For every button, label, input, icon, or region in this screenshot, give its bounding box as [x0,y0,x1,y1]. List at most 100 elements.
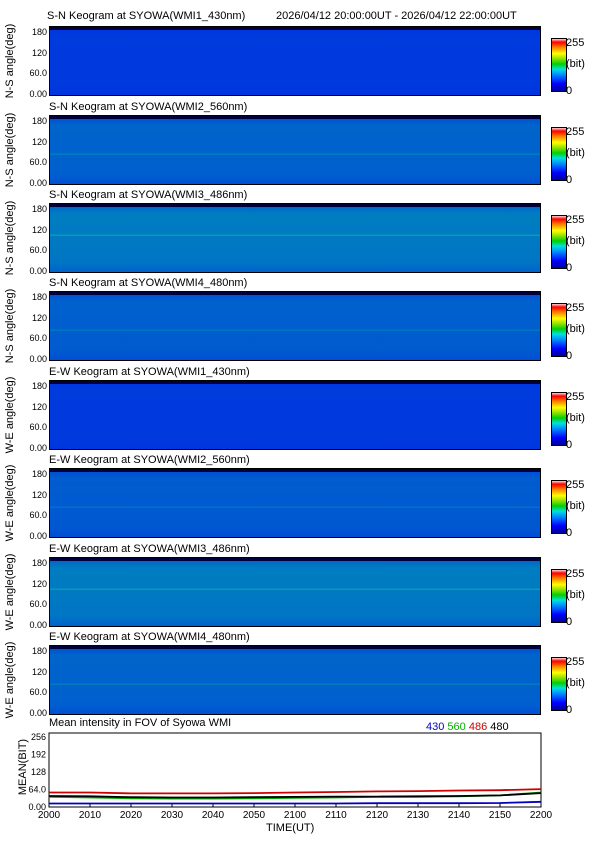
colorbar-max-label: 255 [566,568,585,580]
keogram-panel-5 [49,468,541,538]
keogram-panel-3 [49,291,541,361]
keogram-edge-band [49,645,541,649]
keogram-ytick: 120 [31,136,47,147]
keogram-image [49,291,541,361]
keogram-ytick: 180 [31,27,47,37]
keogram-ytick: 0.00 [29,443,47,453]
keogram-ytick: 180 [31,204,47,214]
keogram-ytick: 180 [31,381,47,391]
keogram-ytick: 120 [31,666,47,677]
keogram-image [49,645,541,715]
colorbar [551,480,567,534]
mean-xtick: 2050 [243,810,266,821]
keogram-frame [49,291,541,361]
colorbar-min-label: 0 [566,616,573,628]
keogram-ytick: 180 [31,292,47,302]
keogram-streak [49,683,541,685]
colorbar [551,303,567,357]
keogram-image [49,203,541,273]
keogram-title-7: E-W Keogram at SYOWA(WMI4_480nm) [49,631,250,643]
series-line-486 [49,788,542,795]
keogram-streak [49,153,541,155]
colorbar-max-label: 255 [566,37,585,49]
legend-480: 480 [490,721,509,733]
colorbar [551,657,567,711]
keogram-ytick: 0.00 [29,708,47,718]
mean-xtick: 2020 [120,810,143,821]
keogram-ytick: 120 [31,312,47,323]
keogram-frame [49,26,541,96]
keogram-panel-6 [49,557,541,627]
mean-chart-frame [48,732,542,808]
keogram-title-4: E-W Keogram at SYOWA(WMI1_430nm) [49,366,250,378]
colorbar [551,215,567,269]
time-range: 2026/04/12 20:00:00UT - 2026/04/12 22:00… [276,10,517,22]
series-line-560 [48,791,542,800]
mean-ytick: 128 [31,767,46,777]
legend-430: 430 [426,721,445,733]
keogram-ytick: 0.00 [29,178,47,188]
colorbar-unit-label: (bit) [566,500,585,512]
keogram-panel-1 [49,115,541,185]
colorbar-unit-label: (bit) [566,323,585,335]
keogram-ylabel: N-S angle(deg) [4,288,16,364]
keogram-ytick: 60.0 [29,687,47,698]
keogram-panel-2 [49,203,541,273]
keogram-frame [49,468,541,538]
keogram-streak [49,329,541,331]
keogram-ytick: 120 [31,401,47,412]
keogram-ylabel: N-S angle(deg) [4,112,16,188]
keogram-panel-4 [49,380,541,450]
mean-ytick: 0.00 [28,802,46,812]
keogram-ytick: 0.00 [29,620,47,630]
keogram-image [49,115,541,185]
keogram-panel-7 [49,645,541,715]
keogram-ytick: 60.0 [29,510,47,521]
colorbar-max-label: 255 [566,126,585,138]
mean-xlabel: TIME(UT) [266,822,315,834]
colorbar-max-label: 255 [566,656,585,668]
keogram-ytick: 0.00 [29,531,47,541]
colorbar-max-label: 255 [566,479,585,491]
colorbar-min-label: 0 [566,704,573,716]
keogram-image [49,380,541,450]
keogram-edge-band [49,380,541,384]
keogram-edge-band [49,115,541,119]
keogram-image [49,26,541,96]
keogram-edge-band [49,291,541,295]
mean-xtick: 2100 [284,810,307,821]
keogram-edge-band [49,557,541,561]
keogram-ylabel: W-E angle(deg) [4,641,16,719]
colorbar-max-label: 255 [566,302,585,314]
colorbar-unit-label: (bit) [566,412,585,424]
keogram-ytick: 180 [31,116,47,126]
mean-xtick: 2140 [448,810,471,821]
keogram-ytick: 60.0 [29,68,47,79]
keogram-image [49,557,541,627]
keogram-image [49,468,541,538]
keogram-title-2: S-N Keogram at SYOWA(WMI3_486nm) [49,189,248,201]
colorbar-min-label: 0 [566,174,573,186]
keogram-ytick: 180 [31,469,47,479]
series-line-430 [49,800,542,805]
colorbar-max-label: 255 [566,214,585,226]
mean-legend: 430 560 486 480 [426,721,509,733]
keogram-ytick: 60.0 [29,245,47,256]
keogram-frame [49,203,541,273]
keogram-streak [49,588,541,590]
keogram-ytick: 120 [31,578,47,589]
keogram-ytick: 60.0 [29,599,47,610]
mean-xtick: 2120 [366,810,389,821]
keogram-ytick: 60.0 [29,333,47,344]
keogram-title-0: S-N Keogram at SYOWA(WMI1_430nm) [47,10,246,22]
keogram-ytick: 0.00 [29,266,47,276]
keogram-title-6: E-W Keogram at SYOWA(WMI3_486nm) [49,543,250,555]
mean-xtick: 2000 [38,810,61,821]
mean-xtick: 2040 [202,810,225,821]
colorbar-unit-label: (bit) [566,58,585,70]
keogram-ylabel: N-S angle(deg) [4,23,16,99]
keogram-title-5: E-W Keogram at SYOWA(WMI2_560nm) [49,454,250,466]
mean-ylabel: MEAN(BIT) [17,738,29,796]
colorbar-min-label: 0 [566,439,573,451]
keogram-ylabel: W-E angle(deg) [4,553,16,631]
